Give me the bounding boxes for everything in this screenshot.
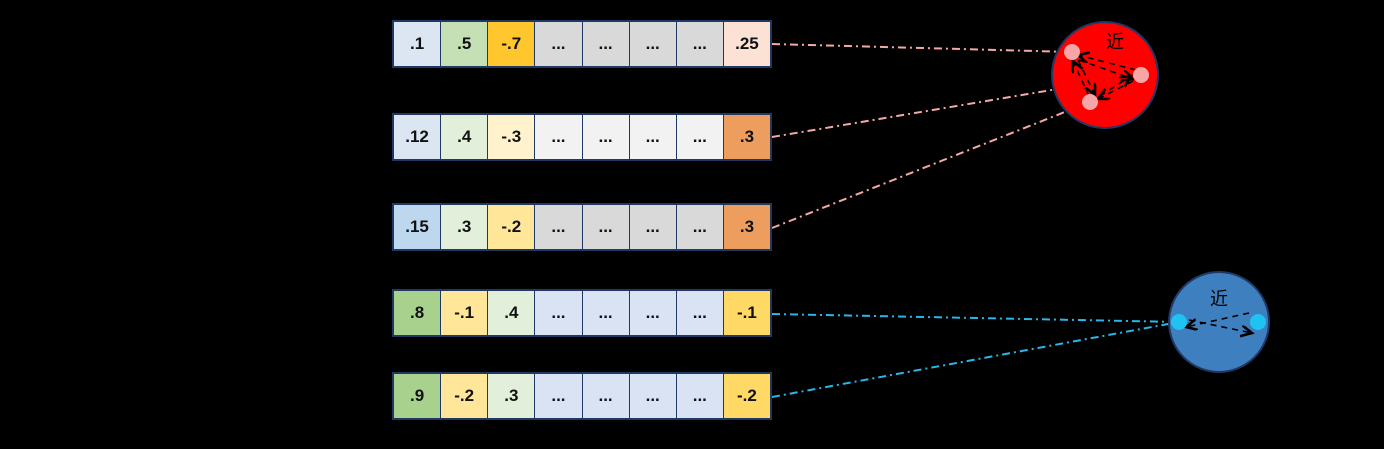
svg-text:近: 近: [1210, 289, 1228, 309]
svg-text:近: 近: [1106, 32, 1124, 52]
